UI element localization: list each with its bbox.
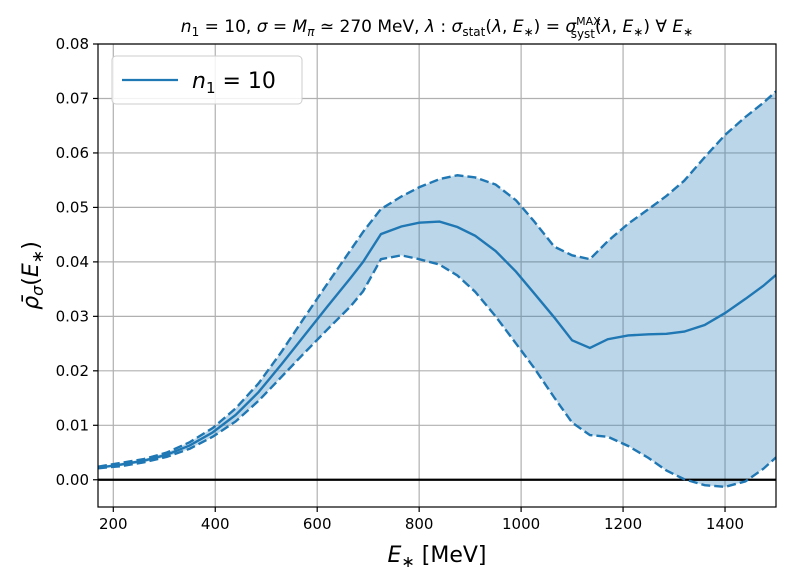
- x-tick-label: 1400: [706, 515, 744, 533]
- y-tick-label: 0.03: [56, 307, 89, 325]
- x-tick-label: 1200: [604, 515, 642, 533]
- x-tick-label: 600: [303, 515, 332, 533]
- axes-frame: [97, 43, 777, 508]
- band-fill: [98, 91, 776, 487]
- uncertainty-band: [98, 91, 776, 487]
- x-tick-label: 400: [201, 515, 230, 533]
- y-tick-label: 0.08: [56, 35, 89, 53]
- y-tick-label: 0.07: [56, 89, 89, 107]
- central-value-line: [98, 220, 776, 469]
- y-tick-label: 0.05: [56, 198, 89, 216]
- x-tick-label: 1000: [502, 515, 540, 533]
- chart-title: n1 = 10, σ = Mπ ≃ 270 MeV, λ : σstat(λ, …: [181, 15, 693, 41]
- x-tick-label: 200: [99, 515, 128, 533]
- y-tick-label: 0.04: [56, 253, 89, 271]
- upper-bound-line: [98, 90, 776, 468]
- y-tick-label: 0.00: [56, 471, 89, 489]
- y-tick-label: 0.06: [56, 144, 89, 162]
- series-lines: [98, 90, 776, 489]
- y-tick-label: 0.02: [56, 362, 89, 380]
- lower-bound-line: [98, 254, 776, 489]
- y-axis-label: ρ̄σ(E∗): [19, 241, 47, 310]
- axis-ticks: 200 400 600 800 1000 1200 1400 0.00 0.01 0.02 0.03…: [56, 35, 745, 533]
- y-tick-label: 0.01: [56, 416, 89, 434]
- plot-frame: [97, 43, 777, 508]
- legend-box: [111, 55, 303, 105]
- legend-label: n1 = 10: [192, 69, 276, 97]
- x-tick-label: 800: [405, 515, 434, 533]
- x-axis-label: E∗ [MeV]: [387, 543, 486, 571]
- legend: n1 = 10: [111, 55, 303, 105]
